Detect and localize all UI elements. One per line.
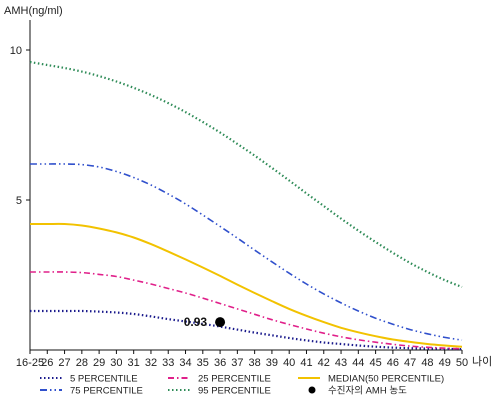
x-tick-label: 36 bbox=[214, 357, 226, 369]
legend-label: 5 PERCENTILE bbox=[70, 374, 138, 385]
x-tick-label: 48 bbox=[421, 357, 433, 369]
patient-point bbox=[215, 317, 226, 328]
x-tick-label: 44 bbox=[352, 357, 364, 369]
x-tick-label: 39 bbox=[266, 357, 278, 369]
x-tick-label: 29 bbox=[93, 357, 105, 369]
legend-label: 25 PERCENTILE bbox=[198, 374, 271, 385]
legend-label: MEDIAN(50 PERCENTILE) bbox=[328, 374, 444, 385]
x-tick-label: 32 bbox=[145, 357, 157, 369]
series-line-25-percentile bbox=[30, 271, 463, 350]
y-ticks: 5 10 bbox=[10, 45, 30, 207]
series-line-75-percentile bbox=[30, 163, 463, 341]
x-tick-label: 28 bbox=[76, 357, 88, 369]
x-tick-label: 45 bbox=[369, 357, 381, 369]
x-tick-label: 40 bbox=[283, 357, 295, 369]
x-tick-label: 27 bbox=[58, 357, 70, 369]
x-tick-label: 47 bbox=[404, 357, 416, 369]
y-tick-label: 5 bbox=[16, 195, 22, 207]
x-tick-label: 35 bbox=[197, 357, 209, 369]
series-line-median-50-percentile bbox=[30, 222, 463, 348]
x-tick-label: 50 bbox=[456, 357, 468, 369]
x-axis-label: 나이 bbox=[472, 355, 492, 368]
x-tick-label: 38 bbox=[249, 357, 261, 369]
legend-label: 75 PERCENTILE bbox=[70, 386, 143, 397]
series-line-95-percentile bbox=[29, 60, 463, 289]
legend-label: 수진자의 AMH 농도 bbox=[328, 386, 407, 397]
legend-patient-marker bbox=[308, 386, 316, 394]
x-tick-label: 33 bbox=[162, 357, 174, 369]
x-tick-label: 37 bbox=[231, 357, 243, 369]
patient-value-label: 0.93 bbox=[184, 315, 208, 329]
x-tick-label: 41 bbox=[300, 357, 312, 369]
y-axis-label: AMH(ng/ml) bbox=[4, 5, 63, 17]
series-lines bbox=[29, 60, 463, 351]
x-tick-label: 49 bbox=[439, 357, 451, 369]
x-tick-label: 26 bbox=[41, 357, 53, 369]
legend-label: 95 PERCENTILE bbox=[198, 386, 271, 397]
y-tick-label: 10 bbox=[10, 45, 22, 57]
x-tick-label: 43 bbox=[335, 357, 347, 369]
patient-marker: 0.93 bbox=[184, 315, 226, 329]
x-tick-label: 42 bbox=[318, 357, 330, 369]
x-tick-label: 16-25 bbox=[16, 357, 44, 369]
legend: 5 PERCENTILE 25 PERCENTILE MEDIAN(50 PERCE… bbox=[40, 374, 444, 397]
x-tick-label: 30 bbox=[110, 357, 122, 369]
series-line-5-percentile bbox=[30, 309, 463, 351]
x-tick-label: 34 bbox=[179, 357, 191, 369]
x-tick-label: 46 bbox=[387, 357, 399, 369]
x-tick-label: 31 bbox=[128, 357, 140, 369]
